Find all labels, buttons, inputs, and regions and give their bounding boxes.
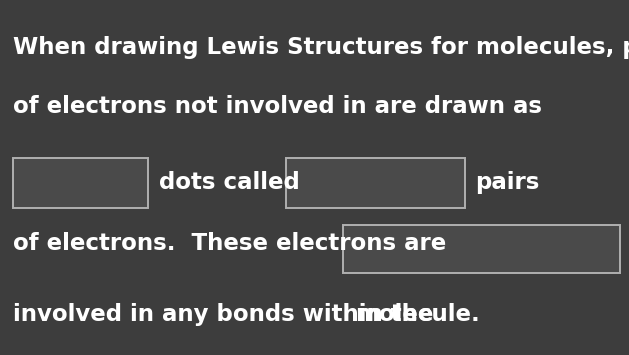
- Text: of electrons.  These electrons are: of electrons. These electrons are: [13, 232, 446, 255]
- FancyBboxPatch shape: [286, 158, 465, 208]
- Text: pairs: pairs: [475, 171, 539, 194]
- Text: molecule.: molecule.: [355, 303, 480, 326]
- Text: involved in any bonds within the: involved in any bonds within the: [13, 303, 441, 326]
- Text: of electrons not involved in are drawn as: of electrons not involved in are drawn a…: [13, 95, 542, 118]
- FancyBboxPatch shape: [13, 158, 148, 208]
- Text: When drawing Lewis Structures for molecules, pairs: When drawing Lewis Structures for molecu…: [13, 37, 629, 59]
- FancyBboxPatch shape: [343, 225, 620, 273]
- Text: dots called: dots called: [159, 171, 300, 194]
